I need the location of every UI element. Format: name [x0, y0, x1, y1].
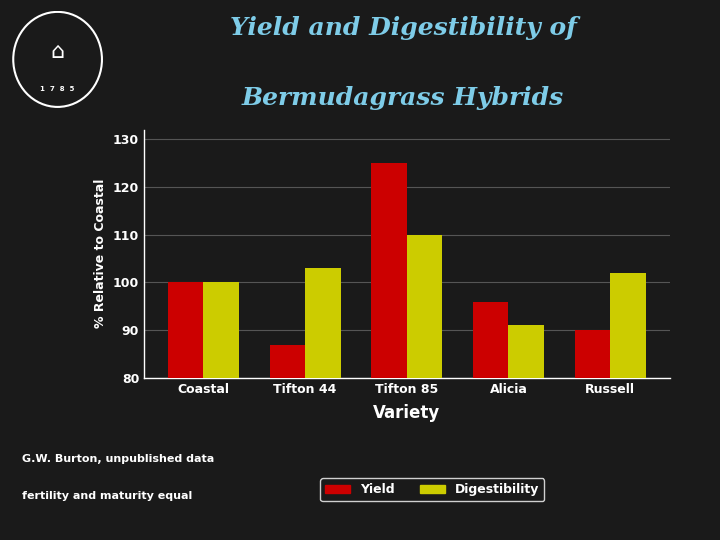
- Text: 1  7  8  5: 1 7 8 5: [40, 85, 75, 92]
- Bar: [508, 326, 544, 540]
- Legend: Yield, Digestibility: Yield, Digestibility: [320, 478, 544, 501]
- Text: Yield and Digestibility of: Yield and Digestibility of: [230, 16, 577, 40]
- Bar: [372, 163, 407, 540]
- Text: G.W. Burton, unpublished data: G.W. Burton, unpublished data: [22, 454, 214, 464]
- Bar: [168, 282, 204, 540]
- Text: Bermudagrass Hybrids: Bermudagrass Hybrids: [242, 86, 564, 110]
- Text: fertility and maturity equal: fertility and maturity equal: [22, 491, 192, 502]
- Bar: [610, 273, 646, 540]
- X-axis label: Variety: Variety: [373, 404, 441, 422]
- Text: ⌂: ⌂: [50, 42, 65, 62]
- Y-axis label: % Relative to Coastal: % Relative to Coastal: [94, 179, 107, 328]
- Bar: [575, 330, 610, 540]
- Bar: [204, 282, 239, 540]
- Bar: [473, 301, 508, 540]
- Bar: [305, 268, 341, 540]
- Bar: [269, 345, 305, 540]
- Bar: [407, 235, 442, 540]
